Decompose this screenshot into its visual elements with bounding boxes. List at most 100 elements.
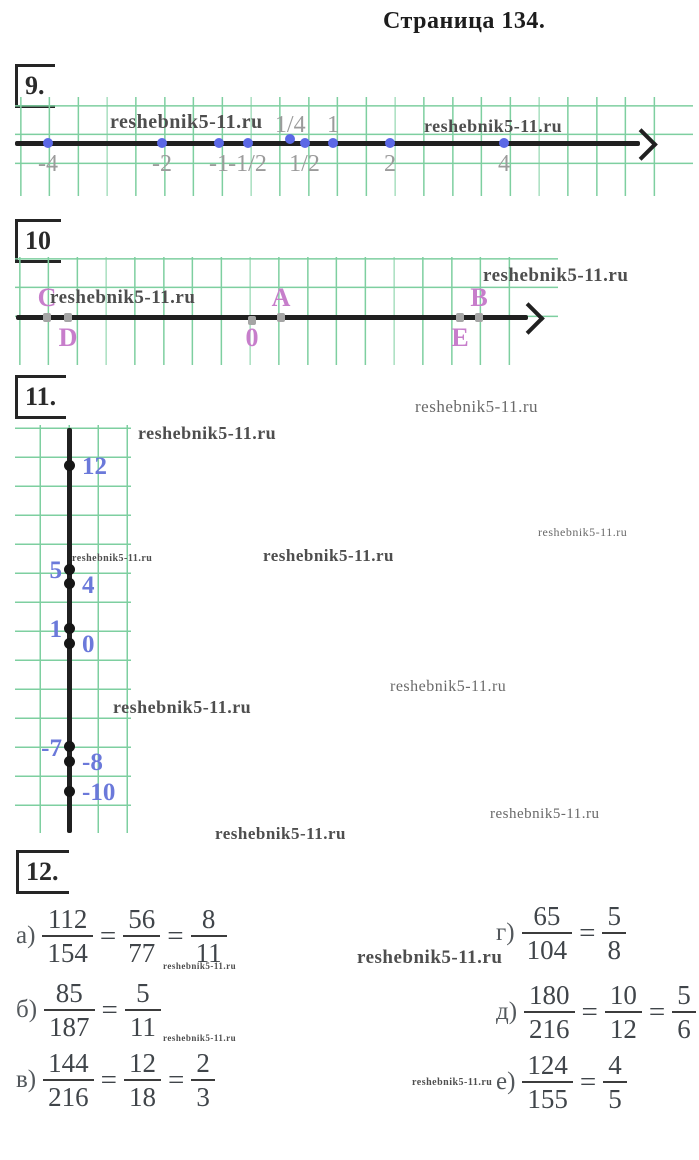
numerator: 5 — [136, 977, 150, 1008]
number-line-point — [214, 138, 224, 148]
item-key: е) — [496, 1068, 516, 1095]
watermark-text: reshebnik5-11.ru — [490, 806, 600, 822]
watermark-text: reshebnik5-11.ru — [538, 525, 628, 539]
point-label: A — [271, 283, 291, 312]
number-line-point — [242, 138, 253, 148]
problem-9-number: 9. — [15, 64, 55, 109]
number-line-point — [385, 138, 395, 148]
problem-11-grid — [15, 425, 131, 833]
fraction-line-v: в) 144 216 = 12 18 = 2 3 — [16, 1042, 215, 1118]
watermark-text: reshebnik5-11.ru — [110, 111, 263, 133]
number-line-point — [157, 138, 167, 148]
point-label: -1 — [209, 151, 229, 177]
watermark-text: reshebnik5-11.ru — [113, 697, 252, 717]
problem-10-number-line — [16, 315, 528, 320]
denominator: 12 — [604, 1011, 642, 1043]
watermark-text: reshebnik5-11.ru — [72, 553, 153, 564]
problem-10-grid — [15, 257, 558, 365]
numerator: 12 — [129, 1047, 156, 1078]
page-title: Страница 134. — [383, 8, 546, 34]
numerator: 85 — [55, 977, 83, 1008]
fraction-line-e: е) 124 155 = 4 5 — [496, 1044, 627, 1120]
denominator: 187 — [44, 1009, 95, 1041]
fraction: 112 154 — [42, 903, 93, 968]
numerator: 112 — [47, 903, 88, 934]
point-label: 1/4 — [274, 112, 306, 138]
fraction: 124 155 — [522, 1049, 573, 1114]
number-line-point — [43, 138, 53, 148]
point-label: 0 — [245, 323, 259, 352]
denominator: 216 — [43, 1079, 94, 1111]
point-label: 0 — [82, 631, 95, 658]
numerator: 5 — [677, 979, 691, 1010]
watermark-text: reshebnik5-11.ru — [138, 423, 277, 443]
watermark-text: reshebnik5-11.ru — [263, 546, 394, 565]
fraction: 10 12 — [604, 979, 642, 1044]
numerator: 144 — [48, 1047, 89, 1078]
number-line-point — [299, 138, 310, 148]
fraction: 12 18 — [124, 1047, 161, 1112]
number-line-point — [63, 563, 75, 575]
number-line-point — [63, 578, 75, 590]
numerator: 10 — [609, 979, 637, 1010]
point-label: 12 — [82, 453, 107, 481]
fraction-line-b: б) 85 187 = 5 11 — [16, 972, 161, 1048]
item-key: д) — [496, 998, 518, 1025]
item-key: г) — [496, 919, 515, 946]
equals-sign: = — [648, 995, 666, 1028]
point-label: D — [58, 323, 78, 352]
point-label: E — [451, 323, 469, 352]
equals-sign: = — [167, 919, 184, 952]
denominator: 216 — [524, 1011, 575, 1043]
point-label: 1 — [49, 616, 63, 644]
number-line-point — [63, 755, 75, 767]
problem-9-arrow-icon — [625, 128, 658, 161]
number-line-point — [475, 313, 483, 322]
denominator: 11 — [124, 1009, 161, 1041]
point-label: B — [470, 283, 488, 312]
item-key: в) — [16, 1066, 37, 1093]
fraction: 5 11 — [124, 977, 161, 1042]
watermark-text: reshebnik5-11.ru — [483, 265, 629, 286]
equals-sign: = — [579, 916, 596, 949]
equals-sign: = — [100, 1063, 117, 1096]
denominator: 8 — [602, 932, 626, 964]
item-key: а) — [16, 922, 36, 949]
number-line-point — [285, 134, 296, 144]
number-line-point — [64, 313, 72, 322]
problem-10-arrow-icon — [512, 302, 545, 335]
watermark-text: reshebnik5-11.ru — [163, 961, 237, 971]
number-line-point — [328, 138, 338, 148]
watermark-text: reshebnik5-11.ru — [357, 947, 503, 968]
problem-10-number: 10 — [15, 219, 61, 264]
point-label: 2 — [384, 151, 396, 177]
numerator: 56 — [128, 903, 156, 934]
point-label: -7 — [41, 734, 62, 762]
point-label: -2 — [152, 151, 172, 177]
number-line-point — [43, 313, 51, 322]
watermark-text: reshebnik5-11.ru — [412, 1077, 493, 1088]
numerator: 4 — [608, 1049, 622, 1080]
problem-9-number-line — [15, 141, 640, 146]
number-line-point — [248, 316, 256, 325]
denominator: 104 — [521, 932, 573, 964]
numerator: 65 — [533, 900, 561, 931]
numerator: 5 — [607, 900, 621, 931]
equals-sign: = — [101, 993, 118, 1026]
number-line-point — [499, 138, 509, 148]
number-line-point — [63, 622, 75, 634]
point-label: -4 — [38, 151, 58, 177]
fraction-line-g: г) 65 104 = 5 8 — [496, 895, 626, 971]
denominator: 6 — [672, 1011, 696, 1043]
point-label: 1 — [327, 112, 339, 138]
numerator: 124 — [527, 1049, 568, 1080]
equals-sign: = — [579, 1065, 597, 1098]
numerator: 180 — [529, 979, 570, 1010]
equals-sign: = — [581, 995, 598, 1028]
denominator: 3 — [191, 1079, 215, 1111]
